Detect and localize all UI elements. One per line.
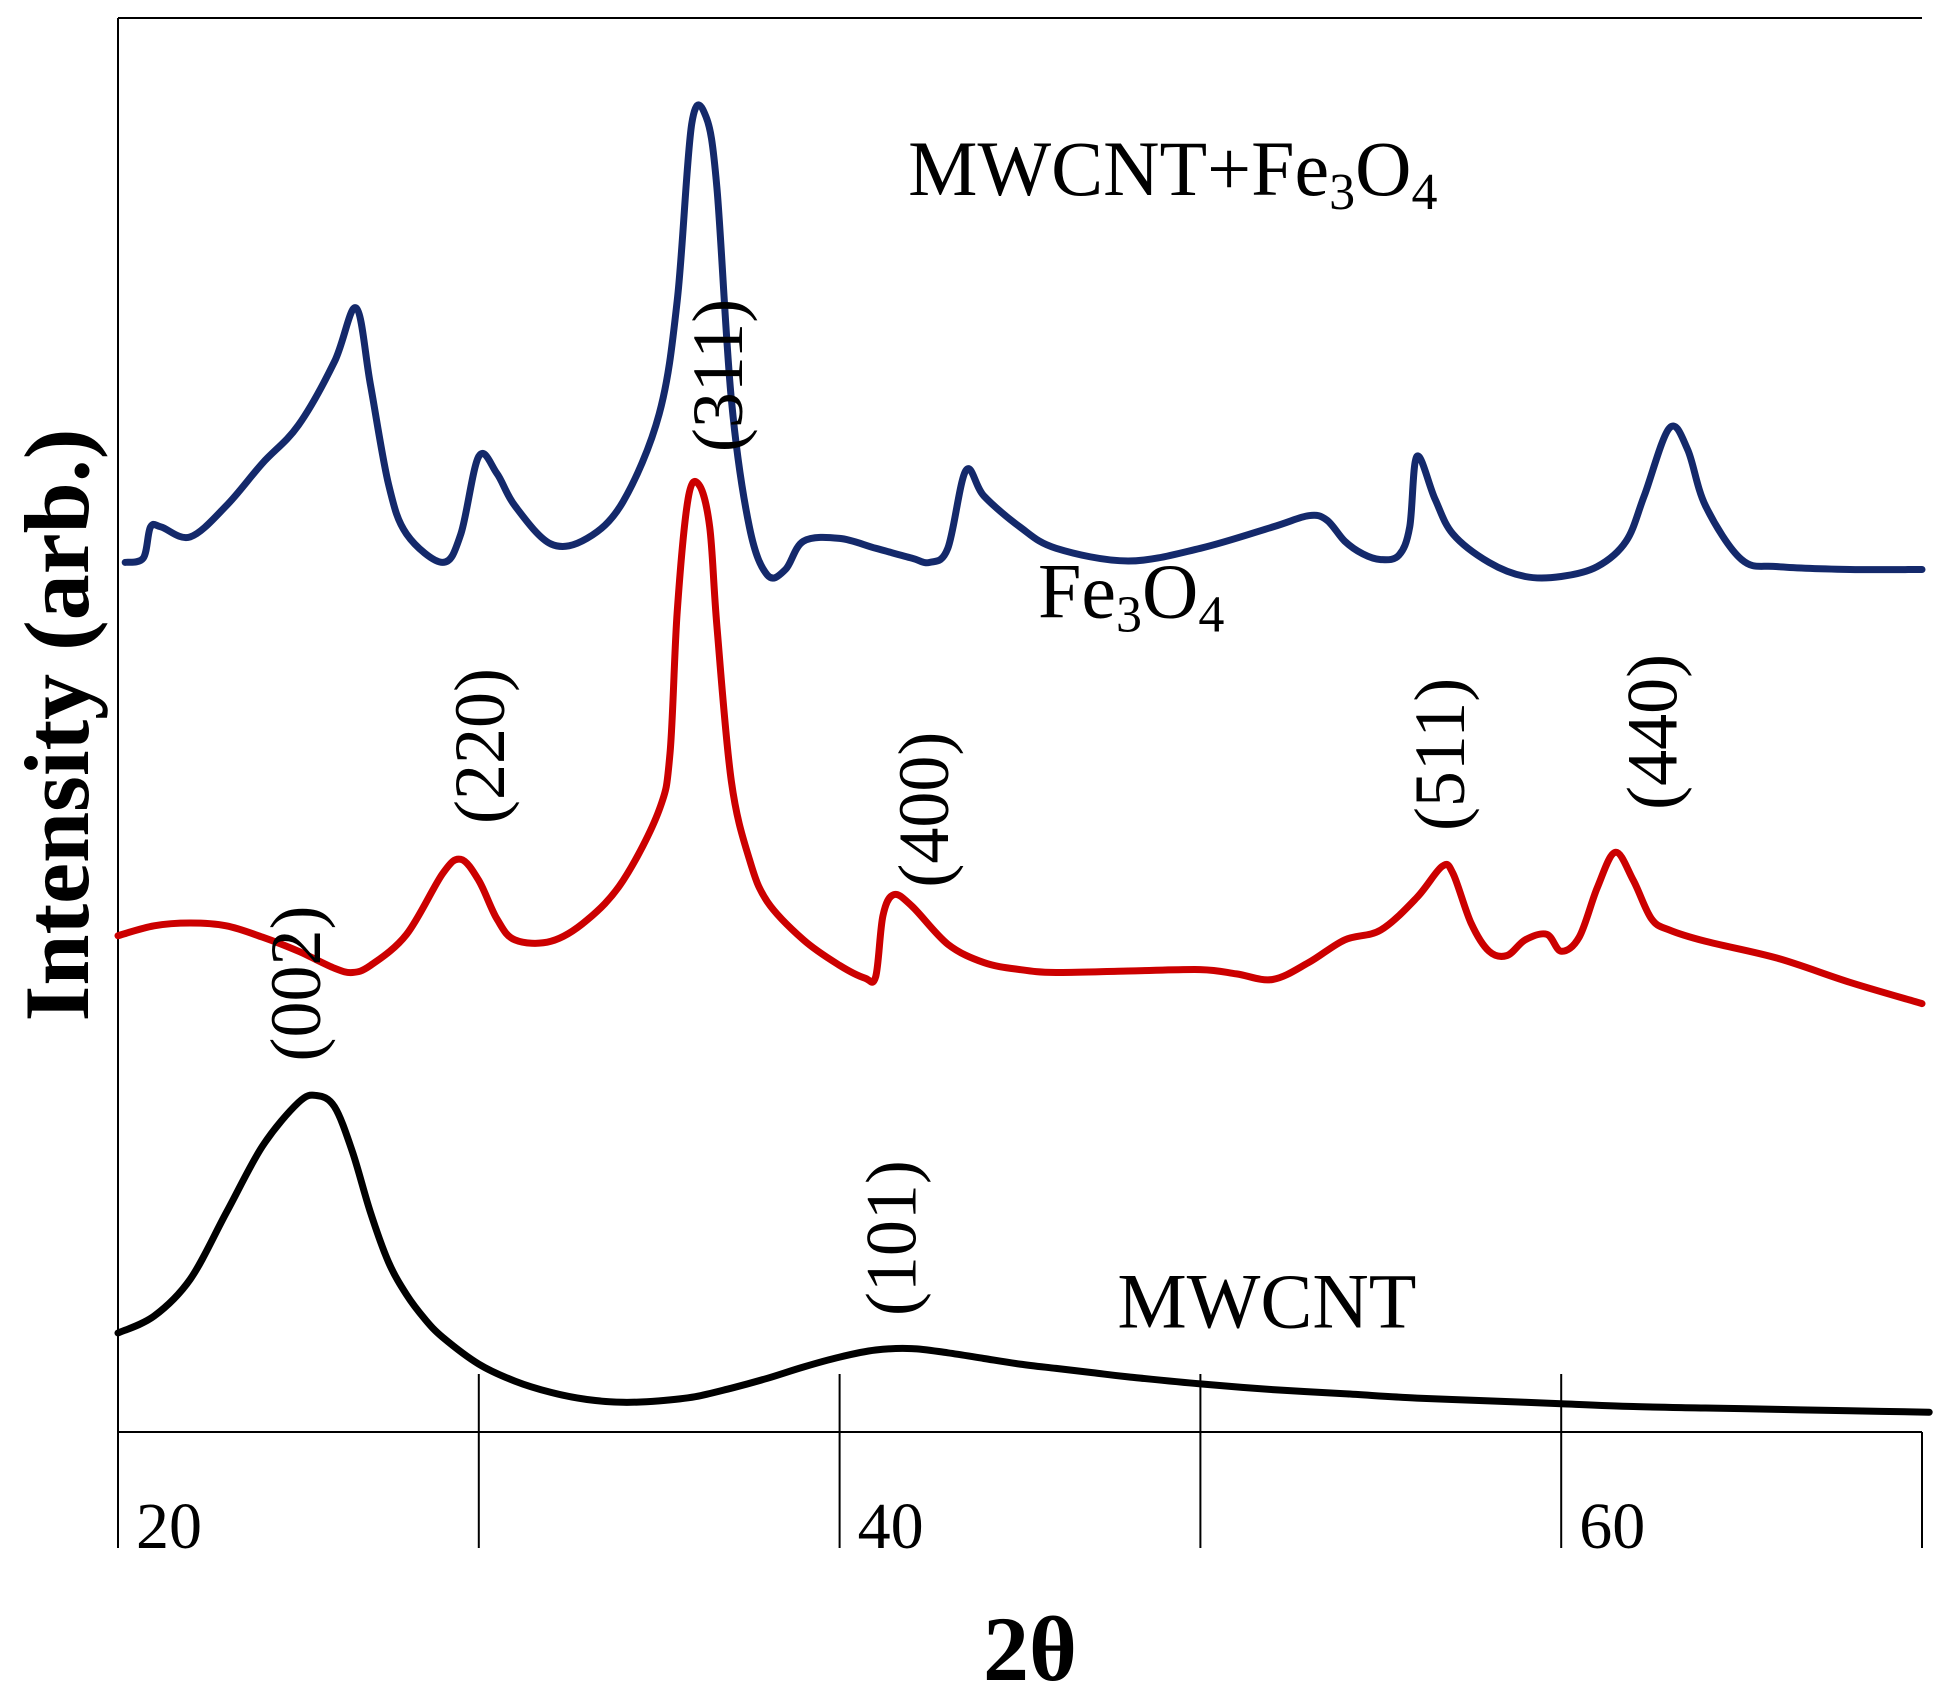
series-label-fe3o4: Fe3O4 — [1038, 548, 1224, 644]
x-axis: 20 40 60 — [117, 1374, 1923, 1563]
x-tick-label-60: 60 — [1579, 1490, 1645, 1563]
series-label-mwcnt-fe3o4: MWCNT+Fe3O4 — [908, 125, 1437, 221]
x-tick-label-20: 20 — [136, 1490, 202, 1563]
labels-layer: MWCNT Fe3O4 MWCNT+Fe3O4 (002) (101) (220) (311… — [256, 125, 1693, 1345]
x-tick-label-40: 40 — [858, 1490, 924, 1563]
series-line-mwcnt-fe3o4 — [121, 101, 1926, 582]
x-axis-title: 2θ — [983, 1598, 1077, 1699]
y-axis-title: Intensity (arb.) — [6, 429, 108, 1022]
peak-label-220: (220) — [440, 668, 520, 824]
peak-label-311: (311) — [678, 299, 758, 452]
series-line-fe3o4 — [114, 477, 1926, 1008]
peak-label-440: (440) — [1613, 654, 1693, 810]
series-label-mwcnt: MWCNT — [1117, 1257, 1416, 1344]
peak-label-002: (002) — [256, 906, 336, 1062]
peak-label-511: (511) — [1400, 678, 1480, 831]
series-layer — [114, 101, 1933, 1416]
plot-frame — [117, 17, 1922, 1433]
peak-label-400: (400) — [884, 732, 964, 888]
series-line-mwcnt — [114, 1091, 1933, 1416]
peak-label-101: (101) — [851, 1160, 931, 1316]
